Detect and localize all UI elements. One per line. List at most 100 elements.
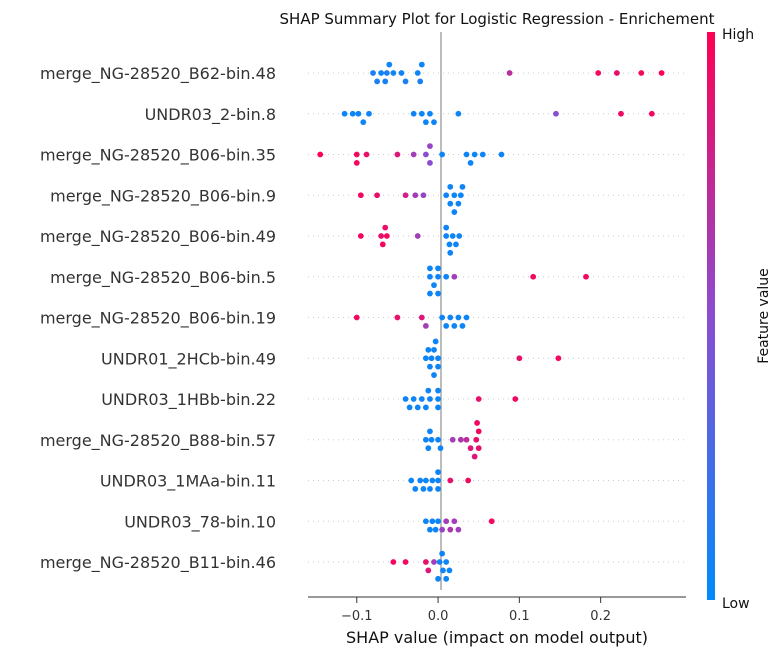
shap-point xyxy=(435,355,441,362)
shap-point xyxy=(432,526,439,533)
shap-point xyxy=(383,233,390,239)
shap-point xyxy=(463,314,470,321)
shap-point xyxy=(435,273,441,280)
shap-point xyxy=(353,160,360,166)
shap-point xyxy=(638,70,645,76)
shap-point xyxy=(429,477,436,484)
shap-point xyxy=(427,290,433,297)
shap-point xyxy=(457,436,464,443)
feature-labels: merge_NG-28520_B62-bin.48 UNDR03_2-bin.8m… xyxy=(40,64,276,573)
shap-point xyxy=(427,143,433,150)
shap-point xyxy=(422,436,429,443)
shap-point xyxy=(475,445,482,452)
shap-point xyxy=(394,151,401,158)
shap-point xyxy=(418,396,425,402)
shap-point xyxy=(410,396,417,402)
shap-point xyxy=(453,241,459,248)
shap-point xyxy=(443,224,450,231)
shap-point xyxy=(427,428,433,435)
shap-point xyxy=(410,110,417,117)
shap-point xyxy=(435,404,441,411)
shap-points xyxy=(317,61,665,582)
shap-point xyxy=(383,70,390,76)
shap-point xyxy=(479,151,486,158)
shap-point xyxy=(618,110,624,117)
shap-point xyxy=(402,78,409,85)
shap-point xyxy=(341,110,348,117)
shap-point xyxy=(451,323,458,329)
colorbar-high-label: High xyxy=(722,27,754,43)
shap-point xyxy=(446,567,453,574)
shap-point xyxy=(355,110,362,117)
shap-point xyxy=(439,526,446,533)
shap-point xyxy=(435,469,441,475)
shap-point xyxy=(431,372,437,378)
shap-point xyxy=(429,518,436,525)
shap-point xyxy=(449,436,456,443)
feature-label: merge_NG-28520_B62-bin.48 xyxy=(40,64,276,84)
shap-point xyxy=(427,273,433,280)
shap-point xyxy=(378,70,385,76)
shap-point xyxy=(439,550,446,557)
shap-point xyxy=(614,70,620,76)
shap-point xyxy=(402,396,409,402)
row-guides xyxy=(308,72,686,563)
shap-point xyxy=(488,518,495,525)
feature-label: merge_NG-28520_B06-bin.19 xyxy=(40,309,276,329)
x-tick-label: 0.1 xyxy=(509,609,530,624)
shap-point xyxy=(451,518,458,525)
shap-point xyxy=(475,428,482,435)
shap-point xyxy=(374,192,380,199)
shap-point xyxy=(435,575,441,582)
shap-point xyxy=(382,78,389,85)
shap-point xyxy=(427,526,433,533)
shap-point xyxy=(459,183,466,190)
shap-point xyxy=(435,486,441,492)
shap-point xyxy=(427,265,433,272)
shap-point xyxy=(473,436,480,443)
shap-point xyxy=(414,233,421,239)
shap-point xyxy=(512,396,519,402)
shap-point xyxy=(583,273,589,280)
shap-point xyxy=(412,486,419,492)
feature-label: merge_NG-28520_B11-bin.46 xyxy=(40,553,276,573)
shap-point xyxy=(427,363,433,370)
shap-point xyxy=(455,526,462,533)
shap-point xyxy=(435,290,441,297)
shap-point xyxy=(432,338,439,345)
shap-point xyxy=(446,241,453,248)
shap-point xyxy=(455,314,462,321)
shap-point xyxy=(431,559,437,565)
shap-point xyxy=(451,273,458,280)
shap-point xyxy=(422,559,429,565)
shap-point xyxy=(425,567,432,574)
shap-point xyxy=(443,273,450,280)
feature-label: UNDR01_2HCb-bin.49 xyxy=(101,349,276,369)
shap-point xyxy=(475,396,482,402)
shap-point xyxy=(425,445,432,452)
shap-point xyxy=(427,486,433,492)
shap-point xyxy=(417,78,424,85)
feature-label: merge_NG-28520_B06-bin.49 xyxy=(40,227,276,247)
shap-point xyxy=(555,355,562,362)
shap-point xyxy=(451,192,458,199)
shap-point xyxy=(443,323,450,329)
shap-point xyxy=(427,396,433,402)
feature-label: UNDR03_1MAa-bin.11 xyxy=(100,472,276,492)
shap-point xyxy=(402,192,409,199)
shap-point xyxy=(406,404,413,411)
shap-point xyxy=(390,70,397,76)
shap-point xyxy=(422,323,429,329)
shap-point xyxy=(439,151,446,158)
shap-point xyxy=(357,233,364,239)
shap-point xyxy=(390,559,397,565)
colorbar xyxy=(707,32,715,600)
shap-point xyxy=(449,233,456,239)
shap-point xyxy=(349,110,356,117)
shap-point xyxy=(471,453,478,460)
shap-point xyxy=(465,477,472,484)
shap-point xyxy=(516,355,523,362)
shap-point xyxy=(414,70,421,76)
